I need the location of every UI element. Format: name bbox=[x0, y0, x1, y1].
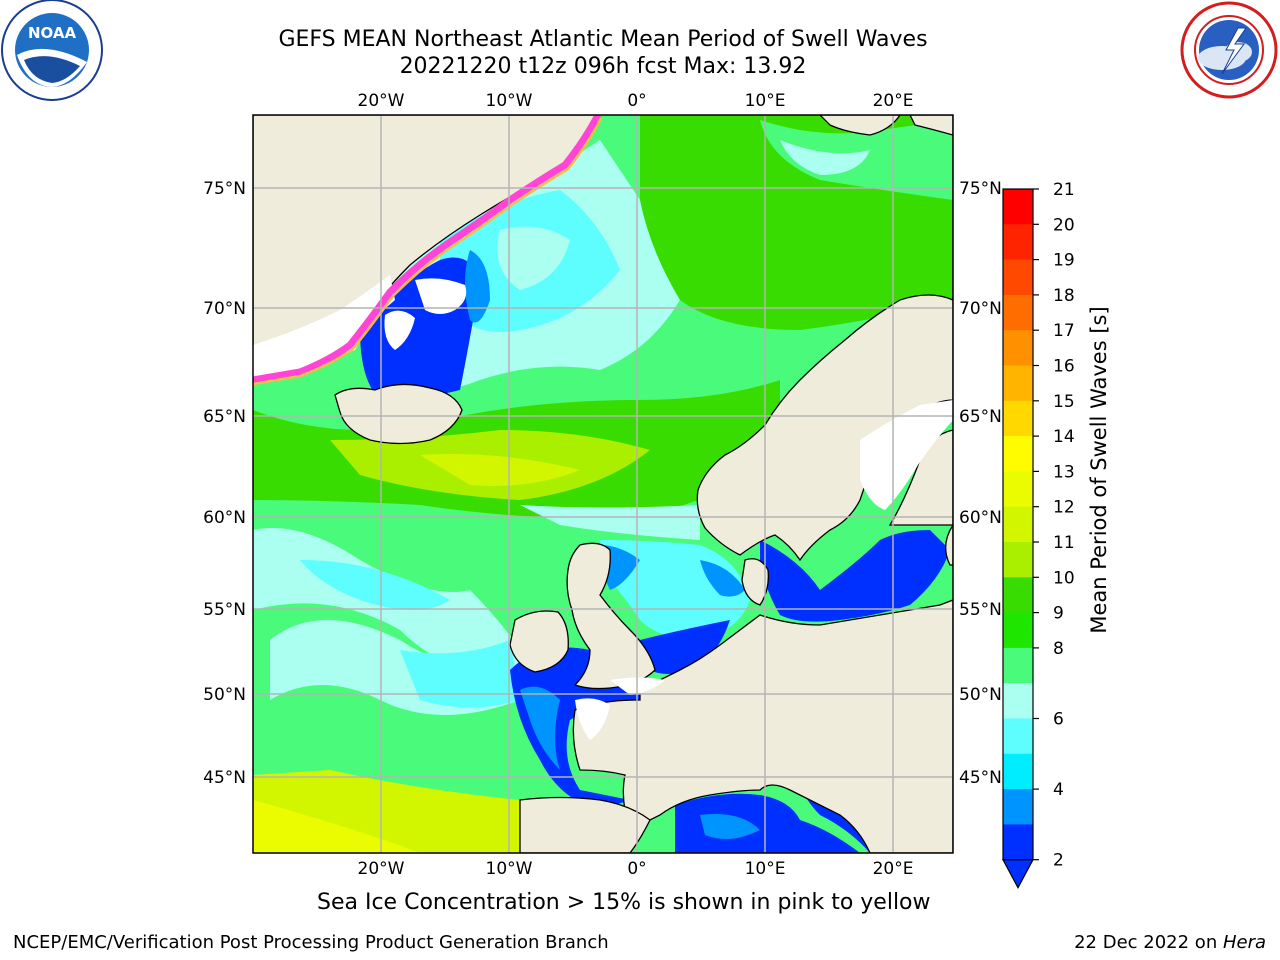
colorbar-outline bbox=[1002, 188, 1034, 861]
colorbar-tick-label: 18 bbox=[1053, 286, 1075, 306]
colorbar-swatch bbox=[1003, 753, 1033, 790]
lat-label-left: 75°N bbox=[203, 179, 246, 199]
national-weather-service-logo bbox=[1180, 1, 1278, 99]
colorbar-tick-label: 16 bbox=[1053, 357, 1075, 377]
lat-label-right: 60°N bbox=[959, 508, 1002, 528]
colorbar-swatch bbox=[1003, 189, 1033, 225]
lat-label-right: 70°N bbox=[959, 299, 1002, 319]
colorbar-swatch bbox=[1003, 612, 1033, 649]
lat-label-left: 50°N bbox=[203, 685, 246, 705]
graticule bbox=[253, 115, 953, 853]
colorbar-tick-label: 12 bbox=[1053, 498, 1075, 518]
colorbar-tick-label: 9 bbox=[1053, 604, 1064, 624]
footer-date: 22 Dec 2022 on Hera bbox=[1074, 932, 1266, 953]
colorbar-swatch bbox=[1003, 577, 1033, 614]
colorbar-swatch bbox=[1003, 224, 1033, 261]
colorbar-tick-label: 8 bbox=[1053, 639, 1064, 659]
colorbar-swatch bbox=[1003, 824, 1033, 861]
colorbar-swatch bbox=[1003, 330, 1033, 366]
colorbar-extension bbox=[1001, 859, 1035, 889]
lat-label-left: 45°N bbox=[203, 768, 246, 788]
lat-label-left: 55°N bbox=[203, 600, 246, 620]
lon-label-top: 20°W bbox=[358, 91, 405, 111]
footer-date-text: 22 Dec 2022 on bbox=[1074, 932, 1223, 953]
colorbar-tick-label: 19 bbox=[1053, 251, 1075, 271]
colorbar-tick-label: 21 bbox=[1053, 180, 1075, 200]
noaa-logo: NOAA bbox=[1, 0, 103, 101]
lat-label-left: 70°N bbox=[203, 299, 246, 319]
colorbar-swatch bbox=[1003, 471, 1033, 508]
lat-label-right: 50°N bbox=[959, 685, 1002, 705]
lon-label-bottom: 20°E bbox=[873, 859, 914, 879]
lat-label-right: 65°N bbox=[959, 407, 1002, 427]
footer-host: Hera bbox=[1222, 932, 1266, 953]
colorbar-swatch bbox=[1003, 294, 1033, 331]
colorbar-tick-label: 17 bbox=[1053, 321, 1075, 341]
lon-label-top: 10°E bbox=[745, 91, 786, 111]
colorbar-tick-label: 20 bbox=[1053, 215, 1075, 235]
lon-label-bottom: 0° bbox=[627, 859, 646, 879]
colorbar-swatch bbox=[1003, 683, 1033, 719]
map-subtitle: 20221220 t12z 096h fcst Max: 13.92 bbox=[399, 54, 807, 79]
footer-credit: NCEP/EMC/Verification Post Processing Pr… bbox=[13, 932, 609, 953]
land-masses bbox=[253, 115, 953, 853]
colorbar-tick-label: 10 bbox=[1053, 568, 1075, 588]
lat-label-right: 75°N bbox=[959, 179, 1002, 199]
colorbar-swatch bbox=[1003, 542, 1033, 578]
colorbar-tick-label: 13 bbox=[1053, 462, 1075, 482]
colorbar-swatch bbox=[1003, 718, 1033, 755]
lat-label-right: 55°N bbox=[959, 600, 1002, 620]
swell-period-field bbox=[253, 115, 953, 853]
masked-areas bbox=[253, 275, 953, 740]
lat-label-right: 45°N bbox=[959, 768, 1002, 788]
colorbar-swatch bbox=[1003, 365, 1033, 402]
map-title: GEFS MEAN Northeast Atlantic Mean Period… bbox=[278, 27, 928, 52]
colorbar-swatch bbox=[1003, 259, 1033, 296]
colorbar-label: Mean Period of Swell Waves [s] bbox=[1087, 306, 1111, 633]
colorbar-swatch bbox=[1003, 436, 1033, 472]
lon-label-top: 0° bbox=[627, 91, 646, 111]
colorbar-swatch bbox=[1003, 789, 1033, 825]
colorbar-tick-label: 14 bbox=[1053, 427, 1075, 447]
lat-label-left: 60°N bbox=[203, 508, 246, 528]
lon-label-bottom: 10°E bbox=[745, 859, 786, 879]
colorbar: 21 20 19 18 17 16 15 14 13 12 11 10 9 8 6 4 2 bbox=[1001, 180, 1075, 889]
colorbar-swatch bbox=[1003, 506, 1033, 543]
lat-label-left: 65°N bbox=[203, 407, 246, 427]
sea-ice-note: Sea Ice Concentration > 15% is shown in … bbox=[317, 890, 931, 915]
colorbar-tick-label: 4 bbox=[1053, 780, 1064, 800]
lon-label-top: 20°E bbox=[873, 91, 914, 111]
lon-label-bottom: 20°W bbox=[358, 859, 405, 879]
sea-ice-edge bbox=[253, 115, 602, 384]
noaa-logo-text: NOAA bbox=[28, 24, 77, 42]
colorbar-tick-label: 15 bbox=[1053, 392, 1075, 412]
colorbar-swatch bbox=[1003, 400, 1033, 437]
colorbar-swatch bbox=[1003, 647, 1033, 684]
colorbar-tick-label: 11 bbox=[1053, 533, 1075, 553]
colorbar-tick-label: 6 bbox=[1053, 710, 1064, 730]
lon-label-bottom: 10°W bbox=[486, 859, 533, 879]
map-frame bbox=[252, 114, 954, 854]
lon-label-top: 10°W bbox=[486, 91, 533, 111]
colorbar-tick-label: 2 bbox=[1053, 851, 1064, 871]
